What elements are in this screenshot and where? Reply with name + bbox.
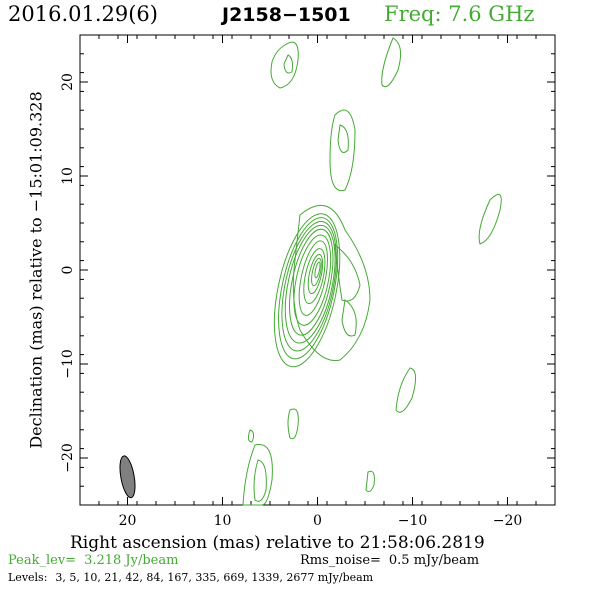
north-knot-contour [337, 124, 349, 153]
bottom-feature-contour [242, 443, 273, 506]
bottom-feature-contour [253, 459, 267, 502]
plot-border [79, 34, 556, 506]
frequency-label: Freq: 7.6 GHz [384, 2, 535, 26]
y-tick-label: −20 [60, 443, 76, 473]
top-blob-contour [283, 54, 293, 74]
peak-level-label: Peak_lev= [8, 553, 77, 568]
x-tick-label: 20 [119, 513, 137, 529]
x-axis-label: Right ascension (mas) relative to 21:58:… [70, 533, 485, 553]
y-tick-label: 10 [60, 167, 76, 185]
top-right-contour [381, 37, 402, 88]
north-knot-contour [329, 109, 356, 192]
y-axis-label: Declination (mas) relative to −15:01:09.… [26, 91, 46, 449]
x-tick-label: −10 [398, 513, 428, 529]
core-contour [273, 213, 341, 368]
core-contour [303, 248, 326, 305]
core-contour [278, 217, 339, 360]
rms-noise-label: Rms_noise= [300, 553, 381, 568]
source-name: J2158−1501 [222, 4, 351, 26]
levels-value: 3, 5, 10, 21, 42, 84, 167, 335, 669, 133… [55, 571, 374, 584]
observation-date: 2016.01.29(6) [8, 2, 158, 26]
x-tick-label: 0 [313, 513, 322, 529]
axis-tick-labels: 20 20 10 10 0 0 −10 −10 −20 −20 [60, 73, 522, 529]
y-tick-label: −10 [60, 349, 76, 379]
bottom-feature-contour [247, 429, 255, 443]
jet-contour [334, 243, 361, 302]
core-contour [298, 240, 328, 316]
peak-level-value: 3.218 Jy/beam [84, 553, 179, 568]
y-tick-label: 20 [60, 73, 76, 91]
contour-levels: Levels: 3, 5, 10, 21, 42, 84, 167, 335, 6… [8, 571, 373, 584]
top-blob-contour [270, 41, 299, 89]
beam-ellipse [119, 455, 136, 499]
levels-label: Levels: [8, 571, 48, 584]
axis-ticks [79, 34, 556, 506]
lower-blob-contour [287, 408, 299, 440]
beam-shape [119, 455, 136, 499]
core-contour [314, 261, 321, 279]
rms-noise-value: 0.5 mJy/beam [388, 553, 480, 568]
y-tick-label: 0 [60, 266, 76, 275]
x-tick-label: −20 [493, 513, 523, 529]
core-contour [281, 220, 337, 352]
jet-contour [341, 299, 357, 337]
rms-noise: Rms_noise= 0.5 mJy/beam [300, 553, 479, 568]
peak-level: Peak_lev= 3.218 Jy/beam [8, 553, 178, 568]
east-feature-contour [478, 193, 502, 245]
lower-blob-contour [365, 470, 375, 493]
lower-feature-contour [395, 367, 416, 413]
core-contour [284, 224, 336, 344]
jet-contour [292, 205, 371, 362]
contour-set [242, 37, 502, 506]
x-tick-label: 10 [214, 513, 232, 529]
core-contour [289, 228, 334, 336]
core-contour [307, 253, 324, 295]
core-contour [311, 257, 322, 287]
core-contour [293, 234, 332, 326]
plot-frame [79, 34, 556, 506]
